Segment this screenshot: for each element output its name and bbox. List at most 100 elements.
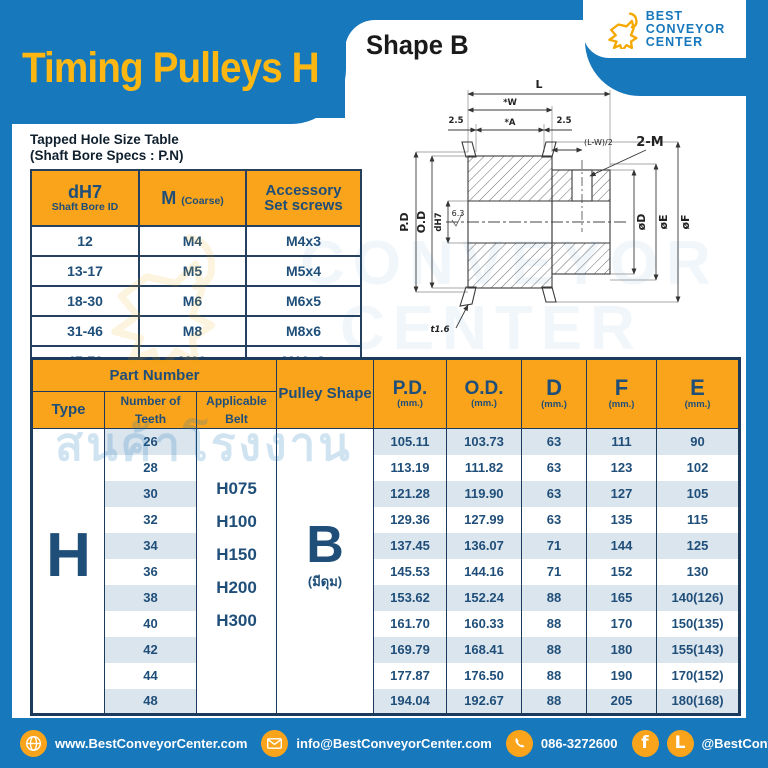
teeth-cell: 38: [104, 584, 197, 611]
pd-cell: 105.11: [373, 428, 447, 455]
pulley-shape-header: Pulley Shape: [276, 358, 374, 429]
belt-value: H150: [216, 545, 257, 564]
e-cell: 170(152): [656, 662, 740, 689]
f-header: F (mm.): [586, 358, 657, 429]
dim-label-a: *A: [504, 118, 515, 128]
pd-cell: 161.70: [373, 610, 447, 637]
social-text: @BestConveyorCenter: [701, 735, 768, 751]
footer-phone[interactable]: 086-3272600: [505, 729, 618, 757]
pd-cell: 121.28: [373, 480, 447, 507]
table-row: 28 113.19 111.82 63 123 102: [32, 454, 740, 481]
footer-bar: www.BestConveyorCenter.com info@BestConv…: [0, 718, 768, 768]
phone-icon: [505, 729, 533, 757]
belt-values-cell: H075 H100 H150 H200 H300: [195, 428, 277, 715]
m-cell: M4: [138, 225, 247, 258]
od-cell: 168.41: [446, 636, 522, 663]
f-cell: 111: [586, 428, 657, 455]
teeth-cell: 36: [104, 558, 197, 585]
table-row: 30 121.28 119.90 63 127 105: [31, 480, 740, 507]
logo-wordmark: BEST CONVEYOR CENTER: [645, 9, 726, 49]
globe-icon: [20, 729, 47, 757]
e-cell: 90: [656, 428, 740, 455]
belt-value: H075: [216, 479, 257, 498]
dim-label-od: O.D: [415, 211, 428, 233]
col-header-m: M (Coarse): [138, 169, 247, 228]
table-row: 31-46 M8 M8x6: [30, 315, 362, 348]
teeth-cell: 48: [104, 688, 197, 715]
page-title: Timing Pulleys H: [22, 44, 320, 92]
d-cell: 63: [521, 480, 587, 507]
od-cell: 152.24: [446, 584, 522, 611]
bore-header-sub: Shaft Bore ID: [51, 201, 119, 214]
e-cell: 125: [656, 532, 740, 559]
table-row: 13-17 M5 M5x4: [30, 255, 362, 288]
surface-finish-label: 6.3: [452, 209, 465, 218]
footer-website[interactable]: www.BestConveyorCenter.com: [20, 729, 247, 757]
od-cell: 103.73: [446, 428, 522, 455]
teeth-cell: 26: [104, 428, 197, 455]
dim-label-de: øE: [657, 214, 670, 229]
f-cell: 205: [586, 688, 657, 715]
pd-cell: 177.87: [373, 662, 447, 689]
e-cell: 150(135): [656, 610, 740, 637]
tapped-table-title: Tapped Hole Size Table (Shaft Bore Specs…: [30, 132, 362, 164]
pd-cell: 137.45: [373, 532, 447, 559]
d-cell: 71: [521, 558, 587, 585]
d-cell: 63: [521, 428, 587, 455]
footer-social[interactable]: f L @BestConveyorCenter: [631, 729, 768, 757]
dim-label-pd: P.D: [398, 212, 411, 231]
e-cell: 130: [656, 558, 740, 585]
teeth-cell: 28: [104, 454, 197, 481]
d-cell: 88: [521, 584, 587, 611]
pd-cell: 169.79: [373, 636, 447, 663]
od-cell: 111.82: [446, 454, 522, 481]
belt-value: H300: [216, 611, 257, 630]
pd-cell: 194.04: [373, 688, 447, 715]
m-header-sub: (Coarse): [181, 194, 224, 207]
teeth-cell: 44: [104, 662, 197, 689]
teeth-header: Number of Teeth: [104, 391, 197, 429]
e-cell: 140(126): [656, 584, 740, 611]
dim-label-margin-left: 2.5: [448, 116, 463, 126]
od-cell: 192.67: [446, 688, 522, 715]
footer-email[interactable]: info@BestConveyorCenter.com: [261, 729, 492, 757]
dim-label-df: øF: [679, 214, 692, 229]
table-row: 48 194.04 192.67 88 205 180(168): [31, 688, 740, 715]
od-cell: 176.50: [446, 662, 522, 689]
logo-panel: BEST CONVEYOR CENTER: [583, 0, 746, 58]
table-row: 32 129.36 127.99 63 135 115: [32, 506, 740, 533]
bore-header-main: dH7: [67, 182, 102, 203]
e-header: E (mm.): [656, 358, 740, 429]
table-row: H 26 H075 H100 H150 H200 H300 B (มีดุม): [31, 428, 740, 715]
d-cell: 88: [521, 636, 587, 663]
od-cell: 136.07: [446, 532, 522, 559]
table-row: 38 153.62 152.24 88 165 140(126): [31, 584, 740, 611]
bore-cell: 18-30: [30, 285, 140, 318]
tapped-title-line1: Tapped Hole Size Table: [30, 132, 179, 147]
facebook-icon: f: [631, 729, 659, 757]
belt-header: Applicable Belt: [195, 391, 277, 429]
phone-text: 086-3272600: [540, 735, 618, 751]
e-cell: 155(143): [656, 636, 740, 663]
table-row: 34 137.45 136.07 71 144 125: [31, 532, 740, 559]
shape-value-cell: B (มีดุม): [276, 428, 374, 715]
od-cell: 127.99: [446, 506, 522, 533]
dim-label-2m: 2-M: [636, 135, 663, 150]
set-cell: M8x6: [245, 315, 362, 348]
d-cell: 88: [521, 662, 587, 689]
pd-cell: 129.36: [373, 506, 447, 533]
tapped-hole-table: dH7 Shaft Bore ID M (Coarse) Accessory S…: [30, 169, 362, 378]
dim-label-margin-right: 2.5: [556, 116, 571, 126]
tapped-hole-section: Tapped Hole Size Table (Shaft Bore Specs…: [30, 132, 362, 378]
f-cell: 170: [586, 610, 657, 637]
e-cell: 115: [656, 506, 740, 533]
d-cell: 63: [521, 506, 587, 533]
teeth-cell: 42: [104, 636, 197, 663]
f-cell: 165: [586, 584, 657, 611]
shape-b-label: Shape B: [366, 30, 469, 60]
bore-cell: 31-46: [30, 315, 140, 348]
table-row: 42 169.79 168.41 88 180 155(143): [31, 636, 740, 663]
email-text: info@BestConveyorCenter.com: [296, 735, 492, 751]
logo-line-2: CONVEYOR: [645, 21, 726, 36]
